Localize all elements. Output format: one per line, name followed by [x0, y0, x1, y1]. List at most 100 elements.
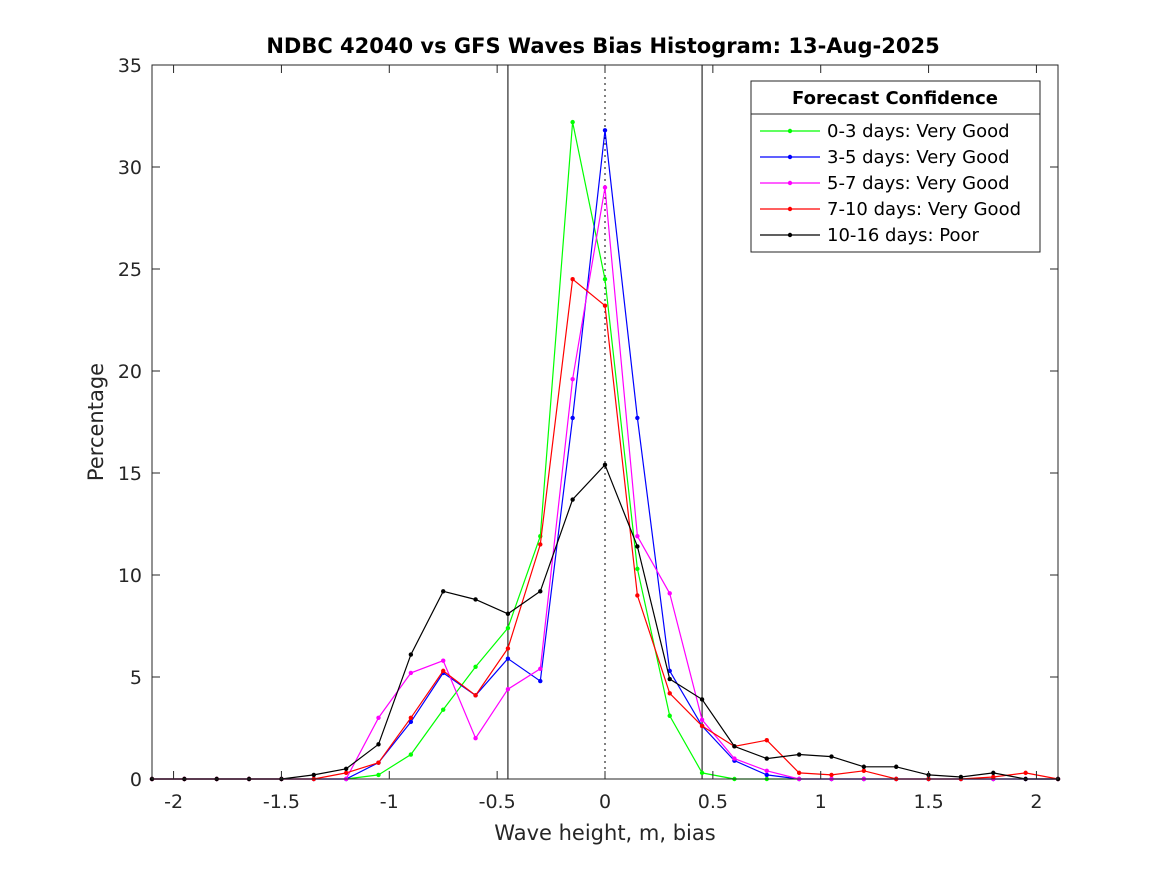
- legend-label: 3-5 days: Very Good: [827, 147, 1010, 168]
- x-tick-labels: -2 -1.5 -1 -0.5 0 0.5 1 1.5 2: [164, 791, 1042, 813]
- data-point: [376, 772, 381, 778]
- data-point: [635, 566, 640, 572]
- legend-entries: 0-3 days: Very Good 3-5 days: Very Good 5-…: [760, 121, 1021, 246]
- data-point: [894, 764, 899, 769]
- data-point: [505, 646, 511, 651]
- data-point: [667, 676, 672, 682]
- x-tick-label: 1: [815, 791, 827, 813]
- x-tick-label: 1.5: [913, 791, 943, 813]
- data-point: [473, 597, 478, 602]
- x-tick-label: -1: [380, 791, 399, 813]
- data-point: [732, 744, 737, 749]
- y-tick-label: 0: [130, 769, 142, 791]
- data-point: [958, 774, 964, 780]
- x-tick-label: -2: [164, 791, 183, 813]
- data-point: [441, 707, 446, 712]
- data-point: [408, 715, 414, 720]
- legend-swatch-marker: [787, 232, 793, 238]
- legend-swatch-marker: [787, 206, 793, 212]
- data-point: [570, 119, 575, 125]
- data-point: [764, 772, 769, 778]
- data-point: [667, 591, 672, 596]
- data-point: [667, 691, 672, 696]
- x-tick-label: 0.5: [698, 791, 728, 813]
- legend-swatch-marker: [787, 154, 793, 160]
- x-axis-label: Wave height, m, bias: [494, 821, 715, 845]
- data-point: [376, 715, 381, 720]
- data-point: [473, 693, 478, 698]
- data-point: [796, 752, 802, 757]
- data-point: [764, 768, 769, 774]
- legend-swatch-marker: [787, 128, 793, 134]
- data-point: [699, 723, 705, 729]
- data-point: [473, 664, 478, 669]
- data-point: [570, 415, 575, 421]
- legend: Forecast Confidence 0-3 days: Very Good 3…: [750, 80, 1041, 253]
- data-point: [602, 277, 608, 282]
- y-tick-label: 30: [118, 157, 142, 179]
- data-point: [732, 756, 737, 761]
- data-point: [991, 774, 996, 780]
- data-point: [505, 625, 511, 631]
- y-tick-label: 25: [118, 259, 142, 281]
- chart-title: NDBC 42040 vs GFS Waves Bias Histogram: …: [266, 34, 939, 58]
- data-point: [505, 687, 511, 692]
- data-point: [343, 766, 349, 771]
- data-point: [991, 770, 996, 776]
- data-point: [505, 656, 511, 661]
- legend-swatch-marker: [787, 180, 793, 186]
- y-tick-label: 5: [130, 667, 142, 689]
- data-point: [376, 742, 381, 747]
- data-point: [408, 752, 414, 757]
- data-point: [408, 652, 414, 657]
- y-axis-label: Percentage: [84, 363, 108, 481]
- data-point: [602, 185, 608, 190]
- legend-entry: 10-16 days: Poor: [760, 225, 980, 246]
- legend-label: 0-3 days: Very Good: [827, 121, 1010, 142]
- data-point: [343, 770, 349, 776]
- data-point: [796, 770, 802, 776]
- data-point: [311, 772, 316, 778]
- data-point: [861, 764, 867, 769]
- y-tick-label: 20: [118, 361, 142, 383]
- legend-entry: 7-10 days: Very Good: [760, 199, 1021, 220]
- data-point: [473, 736, 478, 741]
- data-point: [829, 754, 834, 759]
- data-point: [764, 756, 769, 761]
- data-point: [441, 658, 446, 663]
- data-point: [538, 666, 543, 672]
- data-point: [602, 462, 608, 468]
- x-tick-label: -1.5: [263, 791, 300, 813]
- data-point: [699, 717, 705, 723]
- data-point: [505, 611, 511, 616]
- y-tick-labels: 0 5 10 15 20 25 30 35: [118, 55, 142, 791]
- legend-label: 7-10 days: Very Good: [827, 199, 1021, 220]
- legend-title: Forecast Confidence: [792, 88, 998, 109]
- data-point: [538, 678, 543, 684]
- legend-label: 10-16 days: Poor: [827, 225, 980, 246]
- data-point: [635, 544, 640, 549]
- data-point: [829, 772, 834, 778]
- data-point: [635, 415, 640, 421]
- data-point: [408, 670, 414, 676]
- x-tick-label: 0: [599, 791, 611, 813]
- x-tick-label: -0.5: [479, 791, 516, 813]
- legend-entry: 5-7 days: Very Good: [760, 173, 1010, 194]
- data-point: [699, 697, 705, 702]
- series-4: [149, 462, 1061, 782]
- data-point: [441, 589, 446, 594]
- data-point: [764, 738, 769, 743]
- data-point: [570, 497, 575, 502]
- y-tick-label: 35: [118, 55, 142, 77]
- legend-entry: 0-3 days: Very Good: [760, 121, 1010, 142]
- data-point: [602, 128, 608, 133]
- data-point: [408, 719, 414, 725]
- x-tick-label: 2: [1030, 791, 1042, 813]
- data-point: [570, 376, 575, 382]
- y-tick-label: 15: [118, 463, 142, 485]
- data-point: [602, 303, 608, 308]
- data-point: [635, 593, 640, 598]
- y-tick-label: 10: [118, 565, 142, 587]
- data-point: [538, 589, 543, 594]
